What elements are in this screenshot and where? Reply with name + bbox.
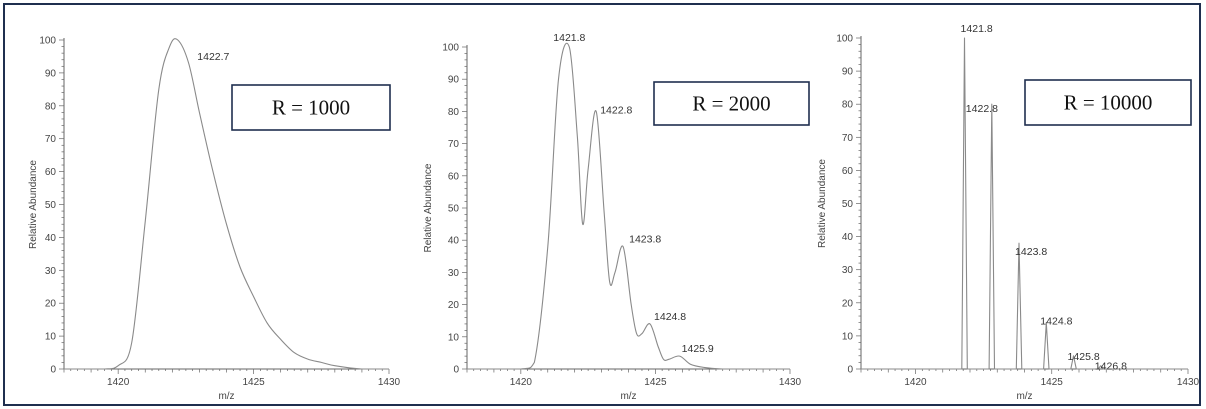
y-tick-label: 20 <box>45 299 57 310</box>
y-tick-label: 90 <box>842 67 854 78</box>
y-tick-label: 80 <box>842 100 854 111</box>
y-tick-label: 60 <box>842 166 854 177</box>
y-tick-label: 10 <box>448 332 460 343</box>
resolution-label: R = 1000 <box>272 96 350 120</box>
y-tick-label: 40 <box>448 236 460 247</box>
y-tick-label: 60 <box>45 167 57 178</box>
figure-frame <box>3 3 1201 406</box>
y-tick-label: 20 <box>448 300 460 311</box>
x-tick-label: 1425 <box>644 377 667 388</box>
resolution-label: R = 2000 <box>692 92 770 116</box>
spectrum-panel-1: 0 10 20 30 40 50 60 70 80 90 100 1420 1425 1430 m/z Rel… <box>28 36 401 403</box>
y-tick-label: 80 <box>448 107 460 118</box>
y-axis-title: Relative Abundance <box>423 163 434 252</box>
y-axis-title: Relative Abundance <box>817 159 828 248</box>
y-tick-label: 40 <box>842 232 854 243</box>
peak-label: 1421.8 <box>961 23 993 35</box>
spectrum-trace <box>467 42 790 370</box>
y-tick-label: 40 <box>45 233 57 244</box>
peak-label: 1423.8 <box>1015 246 1047 258</box>
x-tick-label: 1430 <box>378 377 401 388</box>
peak-label: 1424.8 <box>1040 316 1072 328</box>
resolution-box <box>1024 79 1192 126</box>
y-tick-label: 50 <box>448 204 460 215</box>
x-tick-label: 1420 <box>510 377 533 388</box>
y-tick-label: 0 <box>50 365 56 376</box>
y-tick-label: 80 <box>45 101 57 112</box>
x-tick-label: 1425 <box>242 377 265 388</box>
x-tick-label: 1425 <box>1041 377 1064 388</box>
peak-label: 1425.8 <box>1068 351 1100 363</box>
peak-label: 1424.8 <box>654 311 686 323</box>
x-tick-label: 1420 <box>904 377 927 388</box>
y-tick-label: 50 <box>842 199 854 210</box>
x-axis-title: m/z <box>218 391 234 402</box>
peak-label: 1426.8 <box>1095 361 1127 373</box>
y-axis-title: Relative Abundance <box>28 160 39 249</box>
y-tick-label: 10 <box>45 332 57 343</box>
y-tick-label: 20 <box>842 298 854 309</box>
y-tick-label: 90 <box>448 75 460 86</box>
y-tick-label: 100 <box>836 34 853 45</box>
y-tick-label: 0 <box>453 365 459 376</box>
x-tick-label: 1420 <box>107 377 130 388</box>
peak-label: 1423.8 <box>629 234 661 246</box>
spectrum-panel-2: 0 10 20 30 40 50 60 70 80 90 100 1420 1425 1430 m/z Rel… <box>423 32 810 402</box>
spectrum-trace <box>861 37 1188 370</box>
y-tick-label: 0 <box>847 365 853 376</box>
peak-label: 1421.8 <box>553 32 585 44</box>
peak-label: 1422.7 <box>197 51 229 63</box>
peak-label: 1422.8 <box>966 103 998 115</box>
peak-label: 1422.8 <box>600 104 632 116</box>
y-tick-label: 100 <box>442 43 459 54</box>
y-tick-label: 30 <box>45 266 57 277</box>
resolution-label: R = 10000 <box>1064 91 1153 115</box>
y-tick-label: 100 <box>39 36 56 47</box>
peak-label: 1425.9 <box>682 343 714 355</box>
y-tick-label: 70 <box>448 139 460 150</box>
resolution-box <box>231 84 391 131</box>
x-axis-title: m/z <box>620 391 636 402</box>
y-tick-label: 50 <box>45 200 57 211</box>
x-tick-label: 1430 <box>779 377 802 388</box>
y-tick-label: 30 <box>448 268 460 279</box>
y-tick-label: 30 <box>842 265 854 276</box>
y-tick-label: 10 <box>842 331 854 342</box>
spectrum-panel-3: 0 10 20 30 40 50 60 70 80 90 100 1420 1425 1430 m/z Rel… <box>817 23 1200 402</box>
resolution-box <box>653 81 810 126</box>
x-axis-title: m/z <box>1016 391 1032 402</box>
spectrum-trace <box>64 38 389 370</box>
y-tick-label: 90 <box>45 68 57 79</box>
y-tick-label: 60 <box>448 171 460 182</box>
y-tick-label: 70 <box>45 134 57 145</box>
x-tick-label: 1430 <box>1177 377 1200 388</box>
y-tick-label: 70 <box>842 133 854 144</box>
